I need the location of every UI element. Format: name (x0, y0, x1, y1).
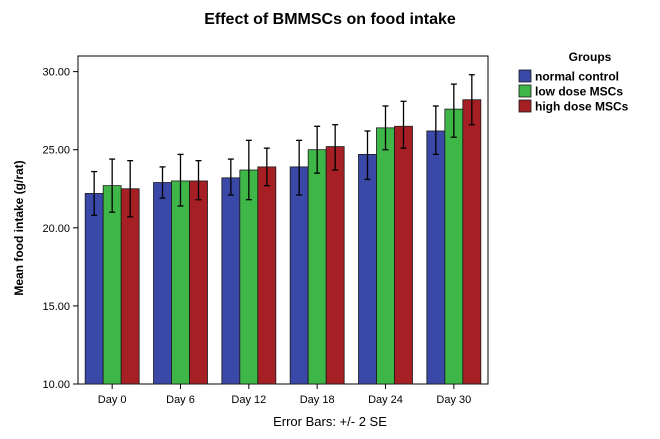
bar (426, 130, 446, 385)
bar (239, 169, 259, 385)
error-bar-footnote: Error Bars: +/- 2 SE (273, 414, 387, 429)
y-tick-label: 10.00 (42, 379, 70, 391)
bar (153, 182, 172, 385)
legend-swatch (518, 69, 532, 83)
plot-area (77, 55, 489, 385)
bar (221, 177, 241, 385)
bar (444, 108, 464, 385)
bar (84, 193, 104, 385)
x-tick-label: Day 18 (300, 394, 335, 406)
bar (189, 180, 208, 385)
bar (376, 127, 395, 385)
chart-title: Effect of BMMSCs on food intake (204, 11, 456, 28)
bar (289, 166, 309, 385)
bar (102, 185, 122, 385)
bar (358, 153, 377, 385)
y-tick-label: 15.00 (42, 301, 70, 313)
bar (394, 125, 413, 385)
legend-label: high dose MSCs (535, 100, 629, 114)
bar (120, 188, 140, 385)
x-tick-label: Day 30 (436, 394, 471, 406)
legend-label: normal control (535, 70, 619, 84)
error-bar-group (91, 74, 475, 218)
x-tick-label: Day 24 (368, 394, 403, 406)
legend-swatch (518, 99, 532, 113)
legend-swatch (518, 84, 532, 98)
bar (325, 146, 345, 385)
bar-group (84, 99, 482, 385)
bar (462, 99, 482, 385)
bar (171, 180, 190, 385)
x-axis-ticks: Day 0 Day 6 Day 12 Day 18 Day 24 Day 30 (98, 384, 471, 406)
legend-title: Groups (569, 50, 612, 64)
y-tick-label: 30.00 (42, 67, 70, 79)
bar (307, 149, 327, 385)
bar (257, 166, 277, 385)
x-tick-label: Day 0 (98, 394, 127, 406)
y-tick-label: 20.00 (42, 223, 70, 235)
y-tick-label: 25.00 (42, 145, 70, 157)
y-axis-label: Mean food intake (g/rat) (12, 160, 26, 295)
legend-label: low dose MSCs (535, 85, 623, 99)
x-tick-label: Day 12 (231, 394, 266, 406)
x-tick-label: Day 6 (166, 394, 195, 406)
y-axis-ticks: 10.00 15.00 20.00 25.00 30.00 (42, 67, 78, 391)
